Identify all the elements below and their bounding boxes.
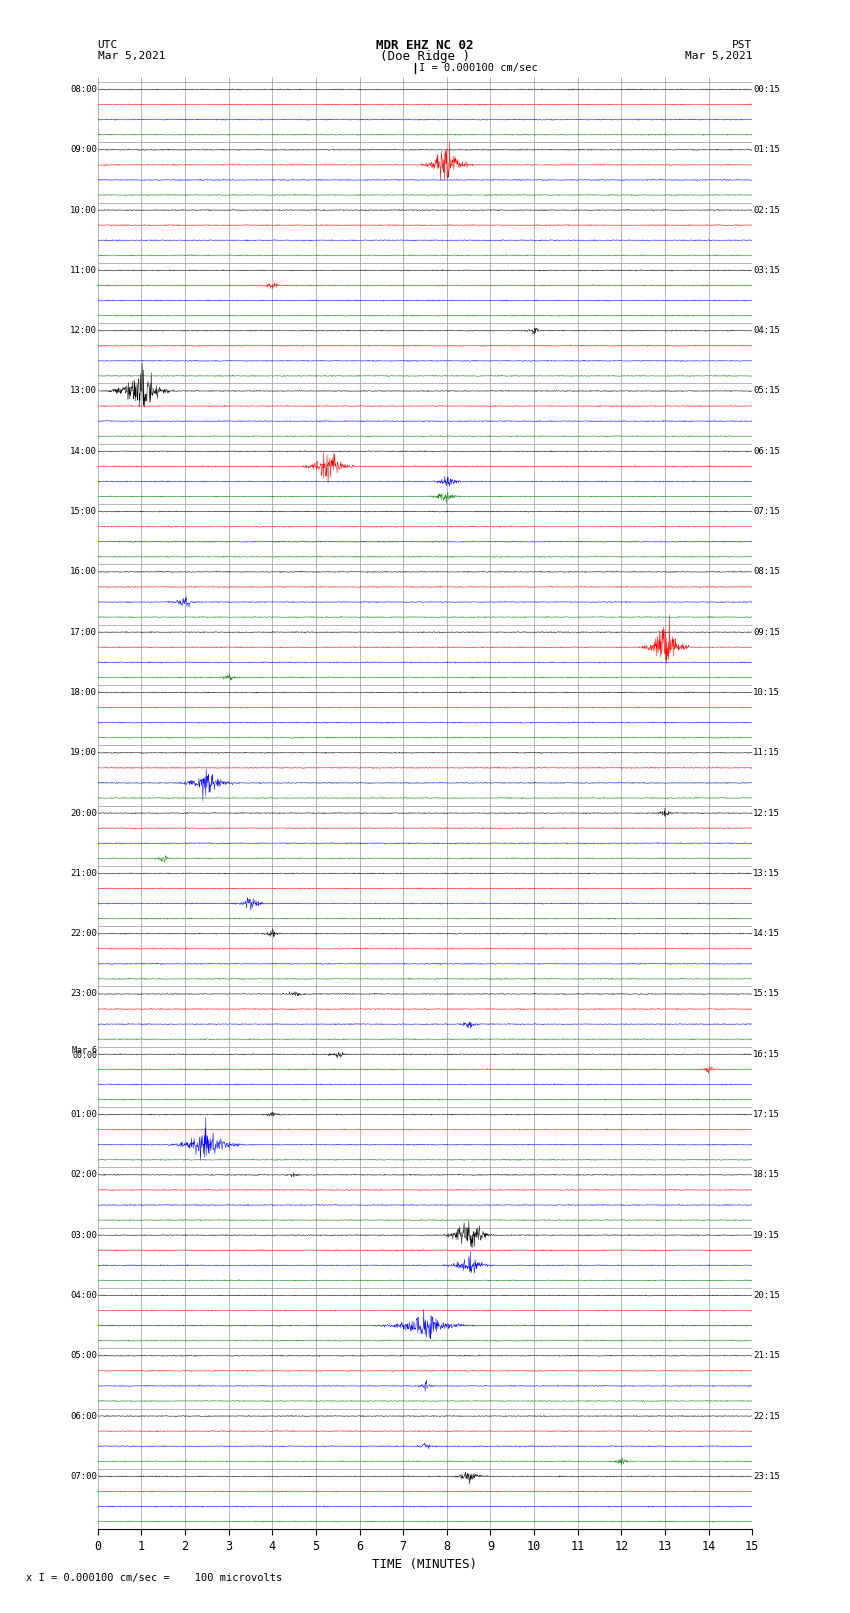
- Text: 13:15: 13:15: [753, 869, 779, 877]
- Text: 16:00: 16:00: [71, 568, 97, 576]
- Text: Mar 5,2021: Mar 5,2021: [685, 52, 752, 61]
- Text: 14:15: 14:15: [753, 929, 779, 939]
- Text: 02:00: 02:00: [71, 1171, 97, 1179]
- Text: 03:15: 03:15: [753, 266, 779, 274]
- Text: Mar 5,2021: Mar 5,2021: [98, 52, 165, 61]
- Text: x I = 0.000100 cm/sec =    100 microvolts: x I = 0.000100 cm/sec = 100 microvolts: [26, 1573, 281, 1582]
- Text: 00:15: 00:15: [753, 85, 779, 94]
- Text: MDR EHZ NC 02: MDR EHZ NC 02: [377, 39, 473, 52]
- Text: 19:00: 19:00: [71, 748, 97, 756]
- Text: 21:15: 21:15: [753, 1352, 779, 1360]
- Text: 07:00: 07:00: [71, 1471, 97, 1481]
- Text: 08:15: 08:15: [753, 568, 779, 576]
- Text: 12:00: 12:00: [71, 326, 97, 336]
- Text: 04:00: 04:00: [71, 1290, 97, 1300]
- Text: 17:00: 17:00: [71, 627, 97, 637]
- Text: 22:15: 22:15: [753, 1411, 779, 1421]
- Text: 15:00: 15:00: [71, 506, 97, 516]
- Text: 18:00: 18:00: [71, 689, 97, 697]
- Text: 17:15: 17:15: [753, 1110, 779, 1119]
- Text: 06:15: 06:15: [753, 447, 779, 456]
- Text: 10:15: 10:15: [753, 689, 779, 697]
- Text: 05:15: 05:15: [753, 387, 779, 395]
- Text: 11:15: 11:15: [753, 748, 779, 756]
- Text: 11:00: 11:00: [71, 266, 97, 274]
- Text: I = 0.000100 cm/sec: I = 0.000100 cm/sec: [419, 63, 538, 73]
- Text: 12:15: 12:15: [753, 808, 779, 818]
- Text: Mar 6: Mar 6: [72, 1045, 97, 1055]
- Text: 03:00: 03:00: [71, 1231, 97, 1240]
- Text: 14:00: 14:00: [71, 447, 97, 456]
- X-axis label: TIME (MINUTES): TIME (MINUTES): [372, 1558, 478, 1571]
- Text: 04:15: 04:15: [753, 326, 779, 336]
- Text: 00:00: 00:00: [72, 1052, 97, 1060]
- Text: 18:15: 18:15: [753, 1171, 779, 1179]
- Text: PST: PST: [732, 40, 752, 50]
- Text: 07:15: 07:15: [753, 506, 779, 516]
- Text: 08:00: 08:00: [71, 85, 97, 94]
- Text: 13:00: 13:00: [71, 387, 97, 395]
- Text: 02:15: 02:15: [753, 205, 779, 215]
- Text: 21:00: 21:00: [71, 869, 97, 877]
- Text: 05:00: 05:00: [71, 1352, 97, 1360]
- Text: 20:00: 20:00: [71, 808, 97, 818]
- Text: 01:00: 01:00: [71, 1110, 97, 1119]
- Text: 22:00: 22:00: [71, 929, 97, 939]
- Text: 23:00: 23:00: [71, 989, 97, 998]
- Text: 09:15: 09:15: [753, 627, 779, 637]
- Text: UTC: UTC: [98, 40, 118, 50]
- Text: 19:15: 19:15: [753, 1231, 779, 1240]
- Text: 01:15: 01:15: [753, 145, 779, 155]
- Text: 06:00: 06:00: [71, 1411, 97, 1421]
- Text: 15:15: 15:15: [753, 989, 779, 998]
- Text: 16:15: 16:15: [753, 1050, 779, 1058]
- Text: 23:15: 23:15: [753, 1471, 779, 1481]
- Text: (Doe Ridge ): (Doe Ridge ): [380, 50, 470, 63]
- Text: 09:00: 09:00: [71, 145, 97, 155]
- Text: 20:15: 20:15: [753, 1290, 779, 1300]
- Text: 10:00: 10:00: [71, 205, 97, 215]
